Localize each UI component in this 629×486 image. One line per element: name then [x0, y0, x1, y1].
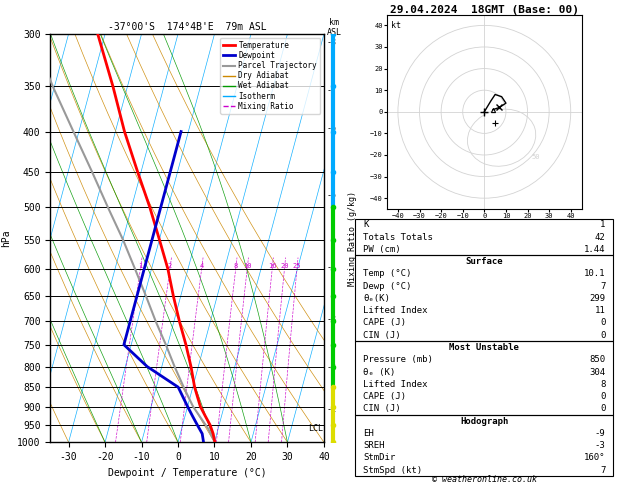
Text: 160°: 160°	[584, 453, 606, 462]
Text: Lifted Index: Lifted Index	[363, 380, 428, 389]
Text: 29.04.2024  18GMT (Base: 00): 29.04.2024 18GMT (Base: 00)	[390, 5, 579, 15]
Text: -8: -8	[326, 38, 336, 48]
Text: K: K	[363, 220, 369, 229]
Legend: Temperature, Dewpoint, Parcel Trajectory, Dry Adiabat, Wet Adiabat, Isotherm, Mi: Temperature, Dewpoint, Parcel Trajectory…	[220, 38, 320, 114]
Text: -1: -1	[326, 405, 336, 414]
Text: 7: 7	[600, 282, 606, 291]
Text: 1.44: 1.44	[584, 245, 606, 254]
Text: 25: 25	[292, 263, 301, 269]
Text: © weatheronline.co.uk: © weatheronline.co.uk	[432, 474, 537, 484]
Title: -37°00'S  174°4B'E  79m ASL: -37°00'S 174°4B'E 79m ASL	[108, 22, 267, 32]
Text: PW (cm): PW (cm)	[363, 245, 401, 254]
Text: 50: 50	[532, 154, 540, 160]
Text: 8: 8	[600, 380, 606, 389]
Text: 1: 1	[138, 263, 142, 269]
Text: -2: -2	[326, 363, 336, 372]
Text: Pressure (mb): Pressure (mb)	[363, 355, 433, 364]
Bar	[355, 341, 613, 415]
Text: Totals Totals: Totals Totals	[363, 233, 433, 242]
Text: 1: 1	[600, 220, 606, 229]
Text: -6: -6	[326, 123, 336, 133]
Text: -5: -5	[326, 191, 336, 200]
Text: Temp (°C): Temp (°C)	[363, 269, 411, 278]
Text: 16: 16	[268, 263, 276, 269]
Bar	[355, 256, 613, 341]
Text: -9: -9	[595, 429, 606, 438]
Text: 304: 304	[589, 367, 606, 377]
Text: θₑ (K): θₑ (K)	[363, 367, 396, 377]
Text: Surface: Surface	[465, 257, 503, 266]
Text: 0: 0	[600, 331, 606, 340]
Text: EH: EH	[363, 429, 374, 438]
Y-axis label: hPa: hPa	[1, 229, 11, 247]
Text: 7: 7	[600, 466, 606, 475]
Text: -3: -3	[326, 315, 336, 324]
Text: Most Unstable: Most Unstable	[449, 343, 520, 352]
Text: -3: -3	[595, 441, 606, 450]
Text: 42: 42	[595, 233, 606, 242]
Text: 4: 4	[199, 263, 204, 269]
Text: SREH: SREH	[363, 441, 384, 450]
Text: Mixing Ratio (g/kg): Mixing Ratio (g/kg)	[348, 191, 357, 286]
Text: Hodograph: Hodograph	[460, 417, 508, 426]
Text: CIN (J): CIN (J)	[363, 331, 401, 340]
Text: -4: -4	[326, 263, 336, 272]
Text: Lifted Index: Lifted Index	[363, 306, 428, 315]
Text: 299: 299	[589, 294, 606, 303]
Text: 850: 850	[589, 355, 606, 364]
Text: 11: 11	[595, 306, 606, 315]
Bar	[355, 219, 613, 256]
Text: CAPE (J): CAPE (J)	[363, 392, 406, 401]
Text: 20: 20	[280, 263, 289, 269]
Text: 10: 10	[243, 263, 252, 269]
Text: 2: 2	[168, 263, 172, 269]
Text: kt: kt	[391, 21, 401, 30]
Text: StmSpd (kt): StmSpd (kt)	[363, 466, 422, 475]
Text: -7: -7	[326, 86, 336, 95]
Text: 0: 0	[600, 318, 606, 328]
Text: 8: 8	[233, 263, 238, 269]
Bar	[355, 415, 613, 476]
Text: CIN (J): CIN (J)	[363, 404, 401, 413]
Text: CAPE (J): CAPE (J)	[363, 318, 406, 328]
Text: θₑ(K): θₑ(K)	[363, 294, 390, 303]
Text: km
ASL: km ASL	[326, 18, 342, 37]
Text: StmDir: StmDir	[363, 453, 396, 462]
Text: 10.1: 10.1	[584, 269, 606, 278]
Text: LCL: LCL	[308, 424, 323, 433]
Text: 0: 0	[600, 392, 606, 401]
Text: 0: 0	[600, 404, 606, 413]
Text: Dewp (°C): Dewp (°C)	[363, 282, 411, 291]
X-axis label: Dewpoint / Temperature (°C): Dewpoint / Temperature (°C)	[108, 468, 267, 478]
